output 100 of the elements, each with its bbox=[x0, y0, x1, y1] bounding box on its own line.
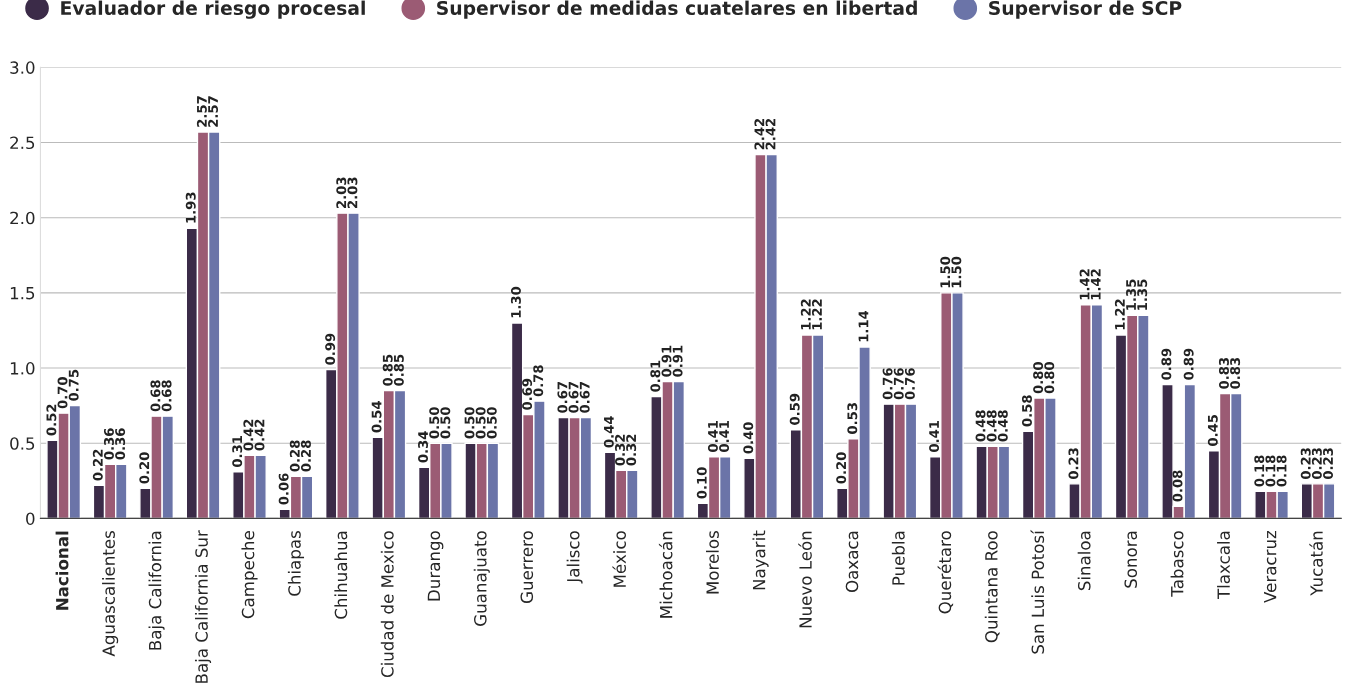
data-label: 2.03 bbox=[347, 177, 358, 208]
data-label: 0.18 bbox=[1276, 455, 1287, 487]
data-label: 0.45 bbox=[1207, 414, 1218, 446]
data-label: 1.30 bbox=[510, 286, 521, 318]
data-label: 0.48 bbox=[975, 410, 986, 442]
x-tick-label: Chihuahua bbox=[334, 531, 348, 619]
data-label: 0.76 bbox=[893, 368, 904, 400]
data-label: 0.58 bbox=[1021, 395, 1032, 427]
data-label: 0.40 bbox=[743, 422, 754, 454]
data-label: 1.22 bbox=[1114, 299, 1125, 330]
data-label: 0.36 bbox=[103, 428, 114, 460]
data-label: 0.89 bbox=[1161, 348, 1172, 380]
data-label: 1.42 bbox=[1090, 269, 1101, 300]
x-tick-label: Puebla bbox=[891, 531, 905, 585]
x-tick-label: Michoacán bbox=[658, 531, 673, 618]
data-label: 0.41 bbox=[719, 420, 730, 452]
data-label: 0.52 bbox=[46, 404, 57, 436]
x-tick-label: Yucatán bbox=[1309, 531, 1323, 596]
data-label: 0.42 bbox=[254, 419, 265, 451]
x-tick-label: Oaxaca bbox=[845, 531, 859, 593]
data-label: 0.83 bbox=[1218, 357, 1229, 389]
data-label: 0.76 bbox=[904, 368, 915, 400]
data-label: 0.10 bbox=[696, 467, 707, 499]
data-label: 2.57 bbox=[208, 96, 219, 127]
data-label: 1.14 bbox=[858, 310, 869, 342]
x-tick-label: Tabasco bbox=[1170, 531, 1184, 597]
data-label: 0.23 bbox=[1068, 448, 1079, 480]
data-label: 0.50 bbox=[440, 407, 451, 439]
data-label: 1.50 bbox=[951, 256, 962, 288]
data-label: 0.23 bbox=[1311, 448, 1322, 480]
x-tick-label: Jalisco bbox=[566, 531, 583, 584]
data-label: 0.31 bbox=[232, 435, 243, 468]
x-tick-label: Sinaloa bbox=[1077, 531, 1091, 591]
legend-label: Evaluador de riesgo procesal bbox=[61, 0, 365, 19]
x-tick-label: Tlaxcala bbox=[1217, 531, 1230, 600]
data-label: 0.50 bbox=[429, 407, 440, 439]
data-label: 0.42 bbox=[243, 419, 254, 451]
x-tick-label: Morelos bbox=[706, 531, 719, 594]
data-label: 0.68 bbox=[161, 380, 172, 412]
data-label: 1.22 bbox=[811, 299, 822, 330]
data-label: 0.80 bbox=[1044, 362, 1055, 394]
data-label: 0.28 bbox=[300, 440, 311, 472]
x-tick-label: Baja California bbox=[148, 531, 165, 650]
data-label: 0.18 bbox=[1254, 455, 1265, 487]
data-label: 0.53 bbox=[847, 403, 858, 434]
data-label: 0.20 bbox=[836, 452, 847, 484]
x-tick-label: Nayarit bbox=[752, 530, 769, 590]
data-label: 0.22 bbox=[92, 449, 103, 481]
data-label: 2.03 bbox=[336, 177, 347, 208]
data-label: 0.18 bbox=[1265, 455, 1276, 487]
data-label: 0.50 bbox=[475, 407, 486, 439]
data-label: 0.50 bbox=[486, 407, 497, 439]
y-tick-label: 2.0 bbox=[10, 211, 35, 225]
data-label: 2.57 bbox=[196, 96, 207, 127]
data-label: 1.42 bbox=[1079, 269, 1090, 300]
data-label: 0.67 bbox=[557, 382, 568, 413]
data-label: 0.78 bbox=[533, 365, 544, 397]
data-label: 0.54 bbox=[371, 401, 382, 433]
data-label: 0.08 bbox=[1172, 470, 1183, 502]
data-label: 0.41 bbox=[929, 420, 940, 452]
data-label: 0.20 bbox=[139, 452, 150, 484]
y-tick-label: 0.5 bbox=[10, 437, 35, 450]
y-tick-label: 2.5 bbox=[10, 136, 35, 150]
data-label: 0.32 bbox=[626, 434, 637, 466]
data-label: 0.75 bbox=[68, 369, 79, 401]
data-label: 0.23 bbox=[1323, 448, 1334, 480]
data-label: 0.48 bbox=[986, 410, 997, 442]
data-label: 1.22 bbox=[800, 299, 811, 330]
x-tick-label: Chiapas bbox=[287, 531, 305, 596]
data-label: 2.42 bbox=[754, 118, 765, 150]
data-label: 0.50 bbox=[464, 407, 475, 439]
y-tick-label: 0 bbox=[26, 512, 35, 525]
data-label: 0.23 bbox=[1300, 448, 1311, 480]
data-label: 0.59 bbox=[789, 393, 800, 425]
legend-label: Supervisor de medidas cuatelares en libertad bbox=[437, 0, 917, 19]
x-tick-label: Ciudad de Mexico bbox=[380, 531, 394, 678]
data-label: 0.70 bbox=[57, 377, 68, 409]
data-label: 0.32 bbox=[615, 434, 625, 466]
data-label: 0.67 bbox=[568, 382, 579, 413]
data-label: 0.99 bbox=[325, 333, 336, 365]
data-label: 0.68 bbox=[150, 380, 161, 412]
y-tick-label: 1.5 bbox=[10, 287, 35, 300]
data-label: 0.69 bbox=[522, 378, 533, 410]
x-tick-label: Campeche bbox=[241, 531, 258, 619]
data-label: 0.06 bbox=[278, 473, 289, 505]
data-label: 0.34 bbox=[418, 431, 429, 463]
data-label: 0.41 bbox=[707, 420, 718, 452]
data-label: 0.28 bbox=[289, 440, 300, 472]
x-tick-label: Aguascalientes bbox=[102, 531, 119, 657]
data-label: 1.35 bbox=[1126, 279, 1137, 310]
legend-label: Supervisor de SCP bbox=[989, 0, 1182, 19]
data-label: 2.42 bbox=[765, 118, 776, 150]
x-tick-label: Durango bbox=[427, 531, 444, 601]
y-tick-label: 1.0 bbox=[10, 362, 35, 375]
data-label: 0.67 bbox=[579, 382, 590, 413]
data-label: 0.91 bbox=[672, 345, 683, 377]
data-label: 0.89 bbox=[1183, 348, 1194, 380]
x-tick-label: San Luis Potosí bbox=[1030, 529, 1045, 654]
x-tick-label: Quintana Roo bbox=[984, 531, 1000, 643]
data-label: 1.50 bbox=[940, 256, 951, 288]
